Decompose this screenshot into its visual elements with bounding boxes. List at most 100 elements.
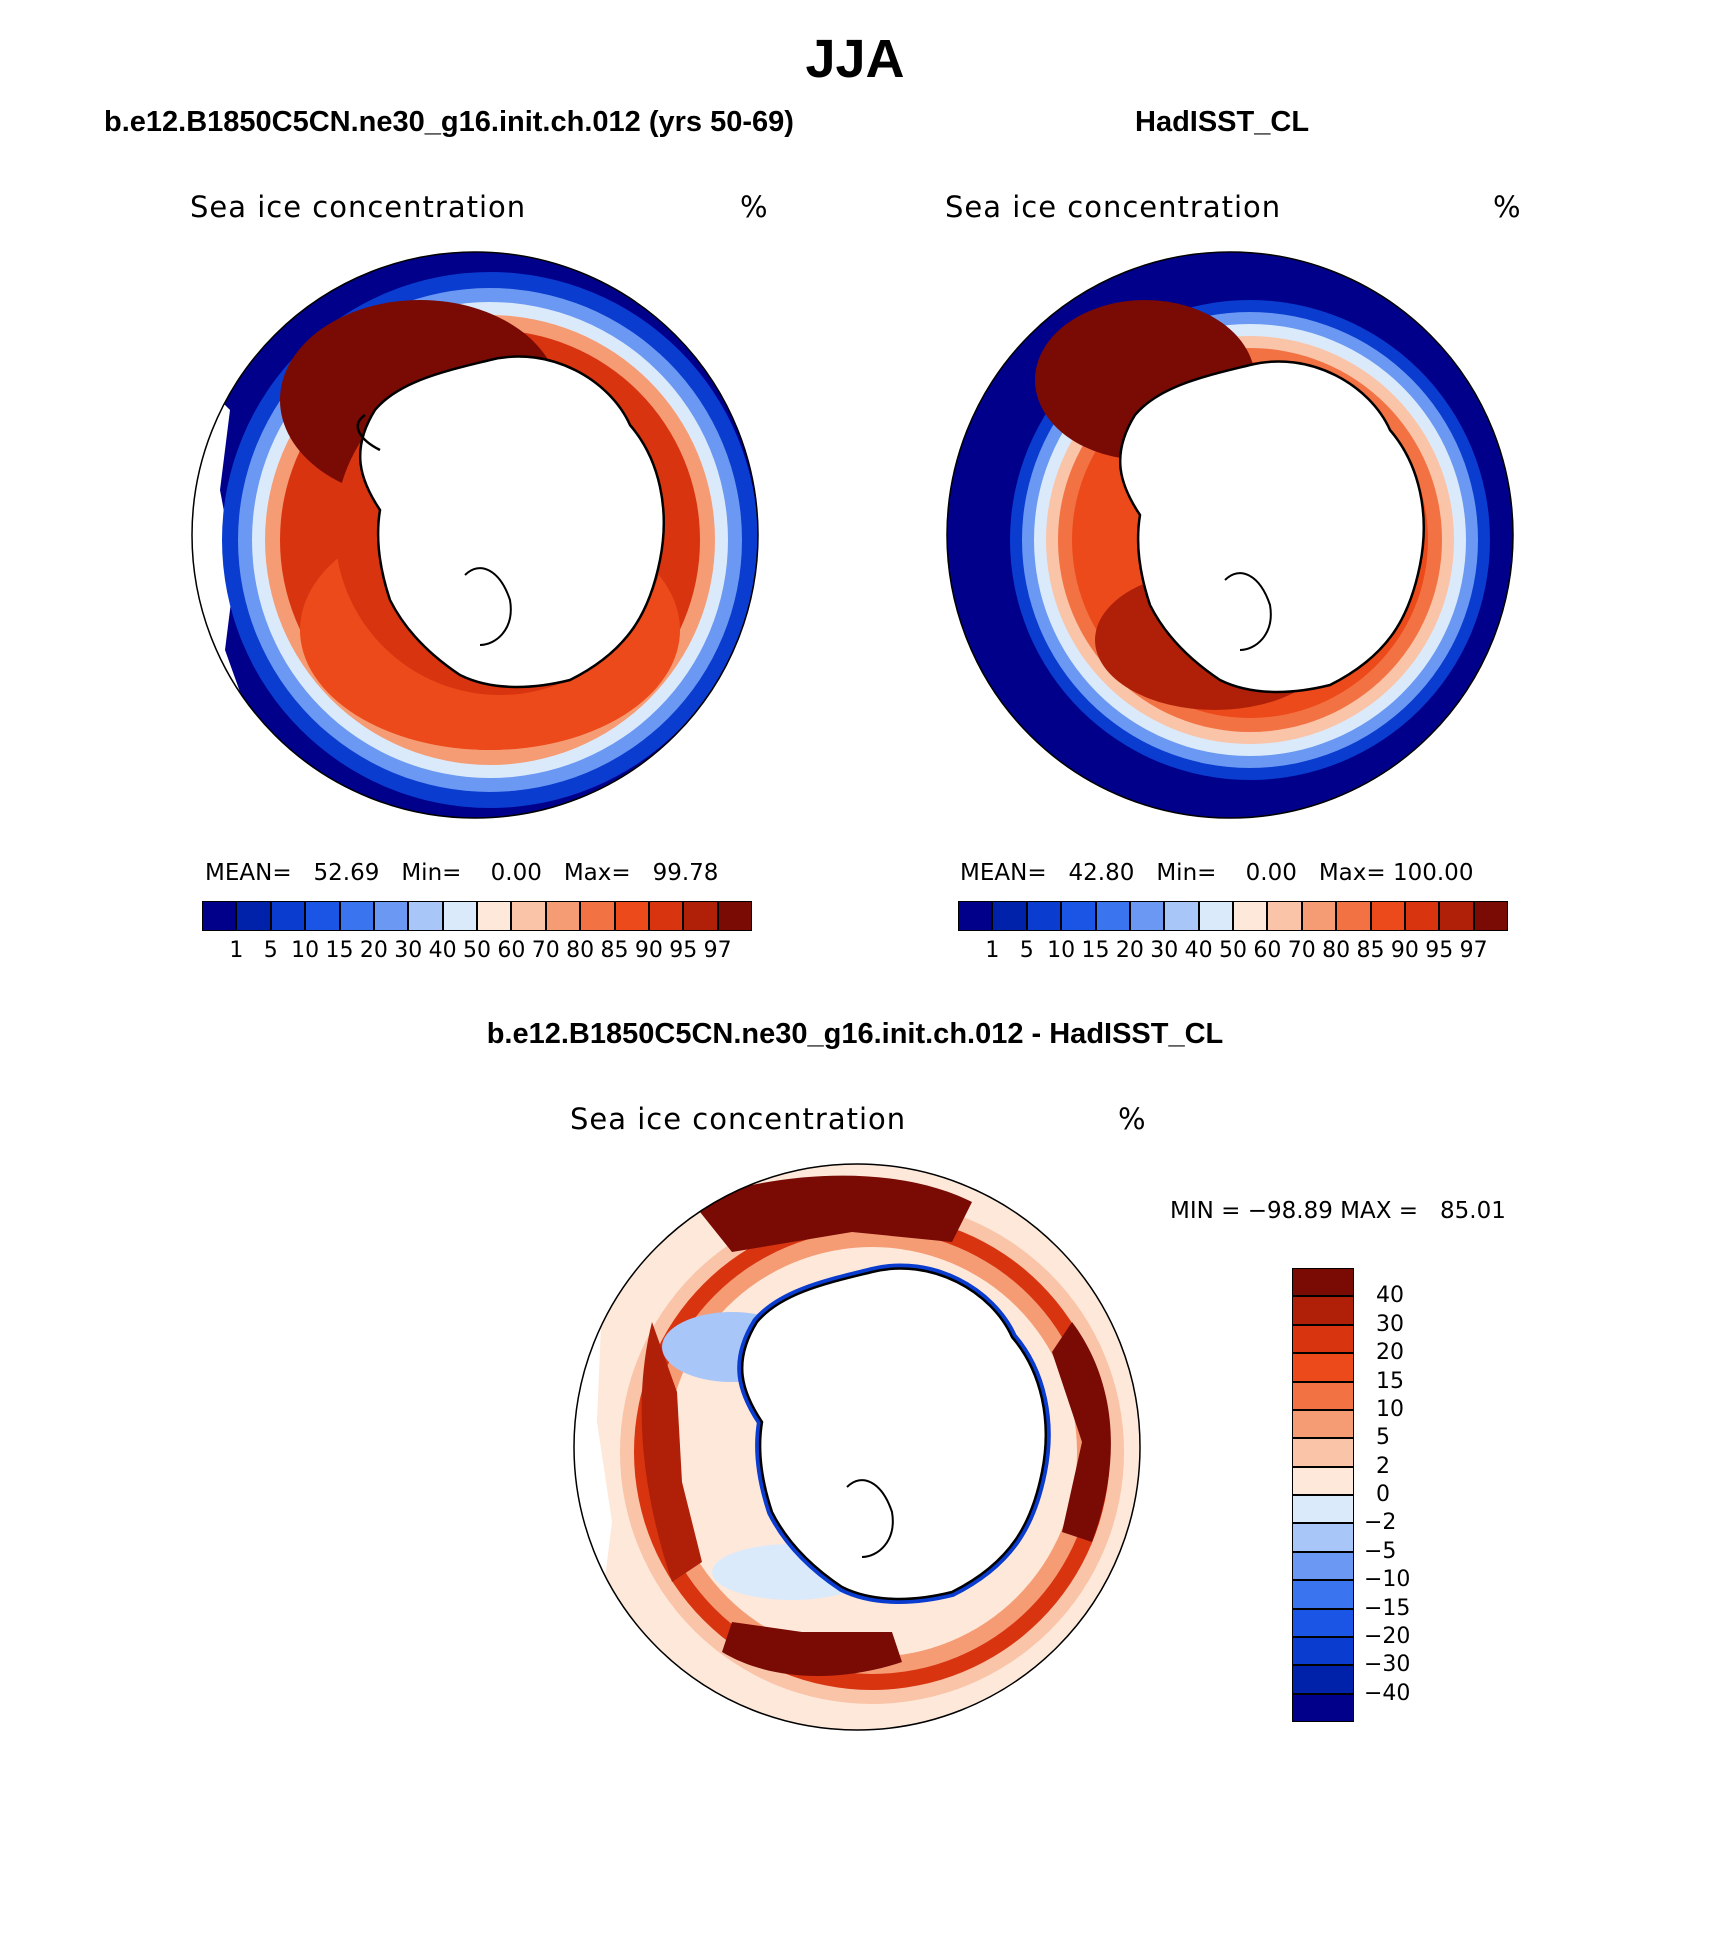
colorbar-panel-2-tick-label: 80 bbox=[1322, 938, 1351, 963]
colorbar-panel-2-tick-label: 95 bbox=[1425, 938, 1454, 963]
colorbar-panel-2-tick-label: 50 bbox=[1219, 938, 1247, 963]
colorbar-difference-tick-label: −30 bbox=[1364, 1652, 1411, 1678]
colorbar-panel-1-tick-label: 5 bbox=[263, 938, 278, 963]
colorbar-panel-1 bbox=[202, 901, 752, 931]
colorbar-panel-1-tick-label: 40 bbox=[428, 938, 457, 963]
colorbar-panel-1-tick-label: 97 bbox=[703, 938, 732, 963]
colorbar-panel-1-swatch bbox=[305, 901, 340, 931]
colorbar-panel-2-swatch bbox=[1129, 901, 1165, 931]
colorbar-difference-tick-label: 5 bbox=[1376, 1425, 1390, 1451]
colorbar-panel-1-tick-label: 30 bbox=[394, 938, 423, 963]
colorbar-panel-1-swatch bbox=[408, 901, 443, 931]
colorbar-panel-1-swatch bbox=[236, 901, 271, 931]
panel-1-max-label: Max= bbox=[563, 860, 631, 886]
diff-panel-minmax: MIN = −98.89 MAX = 85.01 bbox=[1170, 1198, 1506, 1224]
colorbar-panel-1-tick-label: 1 bbox=[229, 938, 244, 963]
colorbar-difference-swatch bbox=[1292, 1324, 1354, 1354]
colorbar-panel-2-tick-label: 1 bbox=[985, 938, 1000, 963]
colorbar-panel-2-tick-label: 97 bbox=[1459, 938, 1488, 963]
colorbar-panel-1-tick-label: 15 bbox=[325, 938, 354, 963]
colorbar-panel-1-tick-label: 95 bbox=[669, 938, 698, 963]
colorbar-panel-1-swatch bbox=[511, 901, 546, 931]
colorbar-difference-swatch bbox=[1292, 1495, 1354, 1524]
colorbar-difference-swatch bbox=[1292, 1353, 1354, 1382]
colorbar-panel-2-tick-label: 85 bbox=[1356, 938, 1385, 963]
panel-2-stats: MEAN= 42.80 Min= 0.00 Max= 100.00 bbox=[960, 860, 1473, 886]
colorbar-difference-swatch bbox=[1292, 1693, 1354, 1722]
colorbar-panel-1-labels: 1 5 10 15 20 30 40 50 60 70 80 85 90 95 97 bbox=[202, 938, 752, 968]
colorbar-panel-2-swatch bbox=[1198, 901, 1233, 931]
colorbar-difference-tick-label: 15 bbox=[1376, 1368, 1404, 1394]
colorbar-difference-swatch bbox=[1292, 1551, 1354, 1581]
colorbar-difference-swatch bbox=[1292, 1409, 1354, 1439]
colorbar-panel-1-tick-label: 80 bbox=[566, 938, 595, 963]
panel-2-max-label: Max= bbox=[1318, 860, 1386, 886]
colorbar-panel-1-swatch bbox=[648, 901, 684, 931]
panel-2-min-value: 0.00 bbox=[1245, 860, 1297, 886]
colorbar-panel-2-tick-label: 20 bbox=[1115, 938, 1144, 963]
panel-2-mean-label: MEAN= bbox=[960, 860, 1047, 886]
colorbar-panel-2-swatch bbox=[1061, 901, 1096, 931]
panel-2-max-value: 100.00 bbox=[1392, 860, 1474, 886]
colorbar-difference-swatch bbox=[1292, 1636, 1354, 1666]
panel-2-variable-label: Sea ice concentration bbox=[945, 190, 1282, 224]
diff-panel-variable-label: Sea ice concentration bbox=[570, 1102, 907, 1136]
colorbar-difference-tick-label: 30 bbox=[1376, 1311, 1404, 1337]
colorbar-panel-1-swatch bbox=[270, 901, 306, 931]
colorbar-difference-swatch bbox=[1292, 1466, 1354, 1495]
colorbar-difference-tick-label: −40 bbox=[1364, 1680, 1411, 1706]
colorbar-difference-swatch bbox=[1292, 1665, 1354, 1694]
colorbar-panel-1-swatch bbox=[614, 901, 649, 931]
colorbar-difference-tick-label: 20 bbox=[1376, 1340, 1404, 1366]
colorbar-difference-swatch bbox=[1292, 1608, 1354, 1637]
colorbar-difference-swatch bbox=[1292, 1580, 1354, 1609]
colorbar-panel-1-swatch bbox=[545, 901, 581, 931]
colorbar-panel-2-tick-label: 90 bbox=[1390, 938, 1419, 963]
colorbar-difference-tick-label: 40 bbox=[1376, 1283, 1404, 1309]
colorbar-difference-swatch bbox=[1292, 1438, 1354, 1467]
panel-1-variable-label: Sea ice concentration bbox=[190, 190, 527, 224]
colorbar-difference-tick-label: 10 bbox=[1376, 1396, 1404, 1422]
colorbar-panel-2-tick-label: 60 bbox=[1253, 938, 1282, 963]
colorbar-panel-1-swatch bbox=[717, 901, 752, 931]
colorbar-panel-2-swatch bbox=[1095, 901, 1130, 931]
colorbar-difference-tick-label: −15 bbox=[1364, 1595, 1411, 1621]
colorbar-panel-2-swatch bbox=[1439, 901, 1474, 931]
panel-1-min-value: 0.00 bbox=[490, 860, 542, 886]
colorbar-panel-2-tick-label: 15 bbox=[1081, 938, 1110, 963]
panel-2-title: HadISST_CL bbox=[1135, 106, 1310, 138]
panel-1-mean-label: MEAN= bbox=[205, 860, 292, 886]
colorbar-panel-2-swatch bbox=[1026, 901, 1062, 931]
panel-1-stats: MEAN= 52.69 Min= 0.00 Max= 99.78 bbox=[205, 860, 718, 886]
colorbar-panel-2-tick-label: 10 bbox=[1047, 938, 1076, 963]
colorbar-panel-1-tick-label: 85 bbox=[600, 938, 629, 963]
colorbar-panel-1-swatch bbox=[580, 901, 615, 931]
colorbar-panel-2-swatch bbox=[1336, 901, 1371, 931]
colorbar-panel-1-swatch bbox=[339, 901, 374, 931]
panel-1-title: b.e12.B1850C5CN.ne30_g16.init.ch.012 (yr… bbox=[104, 106, 794, 138]
colorbar-panel-2-tick-label: 30 bbox=[1150, 938, 1179, 963]
diff-panel-unit-label: % bbox=[1118, 1102, 1146, 1136]
colorbar-difference-swatch bbox=[1292, 1296, 1354, 1325]
colorbar-panel-2-tick-label: 5 bbox=[1019, 938, 1034, 963]
colorbar-panel-2-swatch bbox=[1267, 901, 1302, 931]
colorbar-panel-2-swatch bbox=[1370, 901, 1405, 931]
map-panel-2 bbox=[946, 251, 1514, 819]
panel-1-min-label: Min= bbox=[401, 860, 462, 886]
colorbar-panel-2-tick-label: 70 bbox=[1287, 938, 1316, 963]
colorbar-difference-swatch bbox=[1292, 1381, 1354, 1410]
colorbar-difference-tick-label: 0 bbox=[1376, 1482, 1390, 1507]
colorbar-panel-1-tick-label: 70 bbox=[531, 938, 560, 963]
colorbar-panel-1-tick-label: 90 bbox=[634, 938, 663, 963]
colorbar-difference-tick-label: 2 bbox=[1376, 1453, 1390, 1479]
map-panel-1 bbox=[191, 251, 759, 819]
diff-panel-title: b.e12.B1850C5CN.ne30_g16.init.ch.012 - H… bbox=[486, 1018, 1224, 1050]
colorbar-panel-1-tick-label: 50 bbox=[463, 938, 491, 963]
colorbar-panel-2-tick-label: 40 bbox=[1184, 938, 1213, 963]
colorbar-difference-tick-label: −20 bbox=[1364, 1623, 1411, 1649]
map-panel-difference bbox=[573, 1163, 1141, 1731]
colorbar-difference-tick-label: −5 bbox=[1364, 1538, 1397, 1564]
colorbar-panel-1-tick-label: 60 bbox=[497, 938, 526, 963]
colorbar-difference-labels: 40 30 20 15 10 5 2 0 −2 −5 −10 −15 −20 −30 −40 bbox=[1364, 1268, 1444, 1722]
colorbar-difference-swatch bbox=[1292, 1523, 1354, 1552]
